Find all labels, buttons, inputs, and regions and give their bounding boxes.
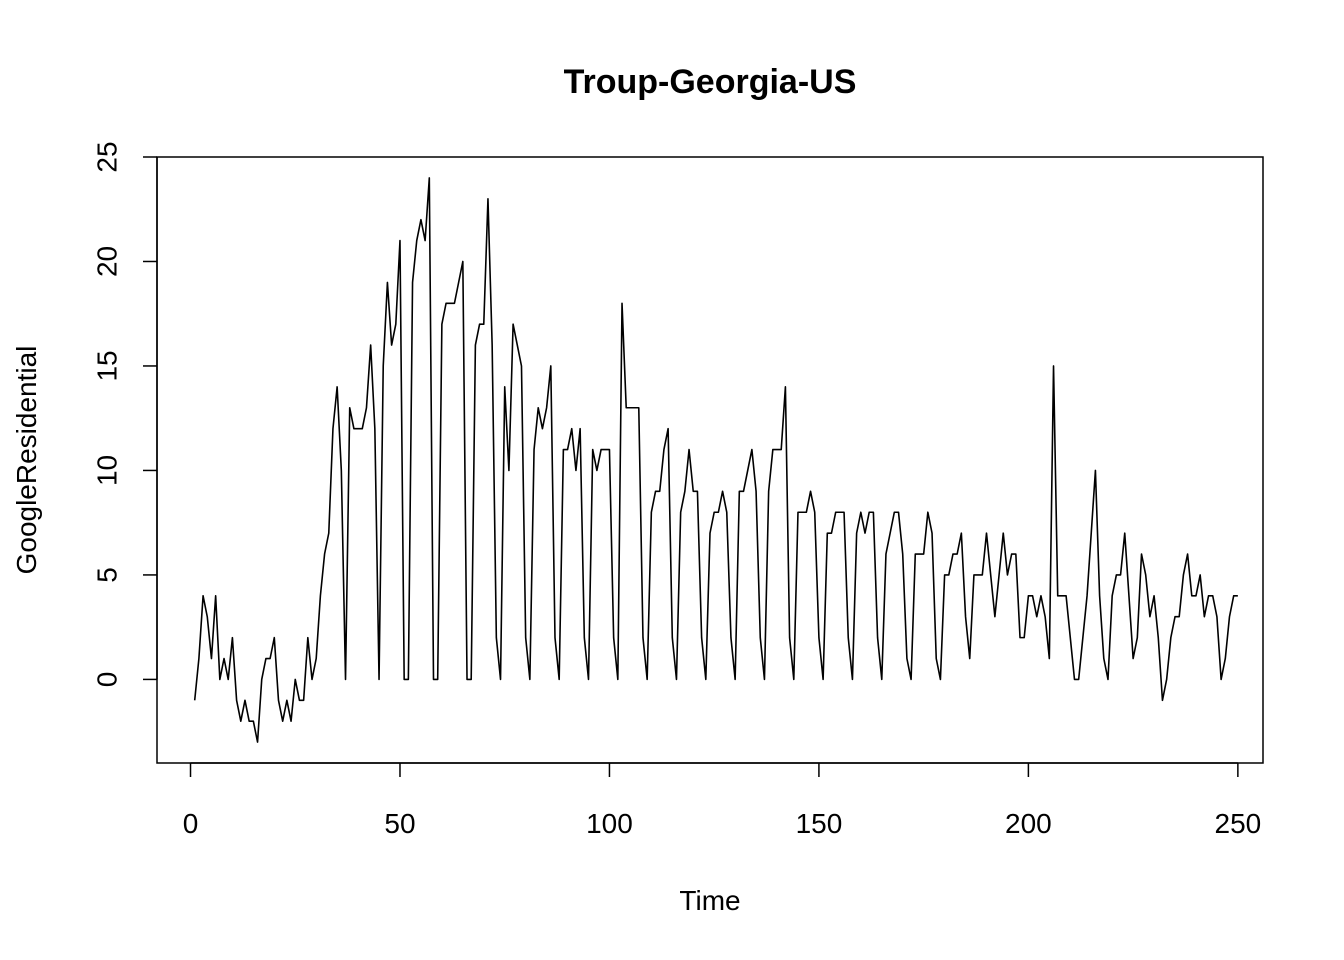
x-tick-label: 150 bbox=[796, 808, 843, 839]
y-axis-title: GoogleResidential bbox=[11, 346, 42, 575]
x-axis-title: Time bbox=[679, 885, 740, 916]
x-axis: 0 50 100 150 200 250 bbox=[183, 762, 1262, 839]
y-tick-label: 0 bbox=[91, 672, 122, 688]
x-tick-label: 250 bbox=[1215, 808, 1262, 839]
y-tick-label: 5 bbox=[91, 567, 122, 583]
x-tick-label: 50 bbox=[384, 808, 415, 839]
chart-title: Troup-Georgia-US bbox=[564, 63, 857, 101]
x-tick-label: 0 bbox=[183, 808, 199, 839]
x-tick-label: 200 bbox=[1005, 808, 1052, 839]
y-tick-label: 20 bbox=[91, 246, 122, 277]
plot-frame bbox=[156, 156, 1264, 764]
y-tick-label: 15 bbox=[91, 350, 122, 381]
series-line bbox=[193, 177, 1238, 743]
x-tick-label: 100 bbox=[586, 808, 633, 839]
y-tick-label: 10 bbox=[91, 455, 122, 486]
y-axis: 0 5 10 15 20 25 bbox=[91, 141, 158, 688]
y-tick-label: 25 bbox=[91, 141, 122, 172]
